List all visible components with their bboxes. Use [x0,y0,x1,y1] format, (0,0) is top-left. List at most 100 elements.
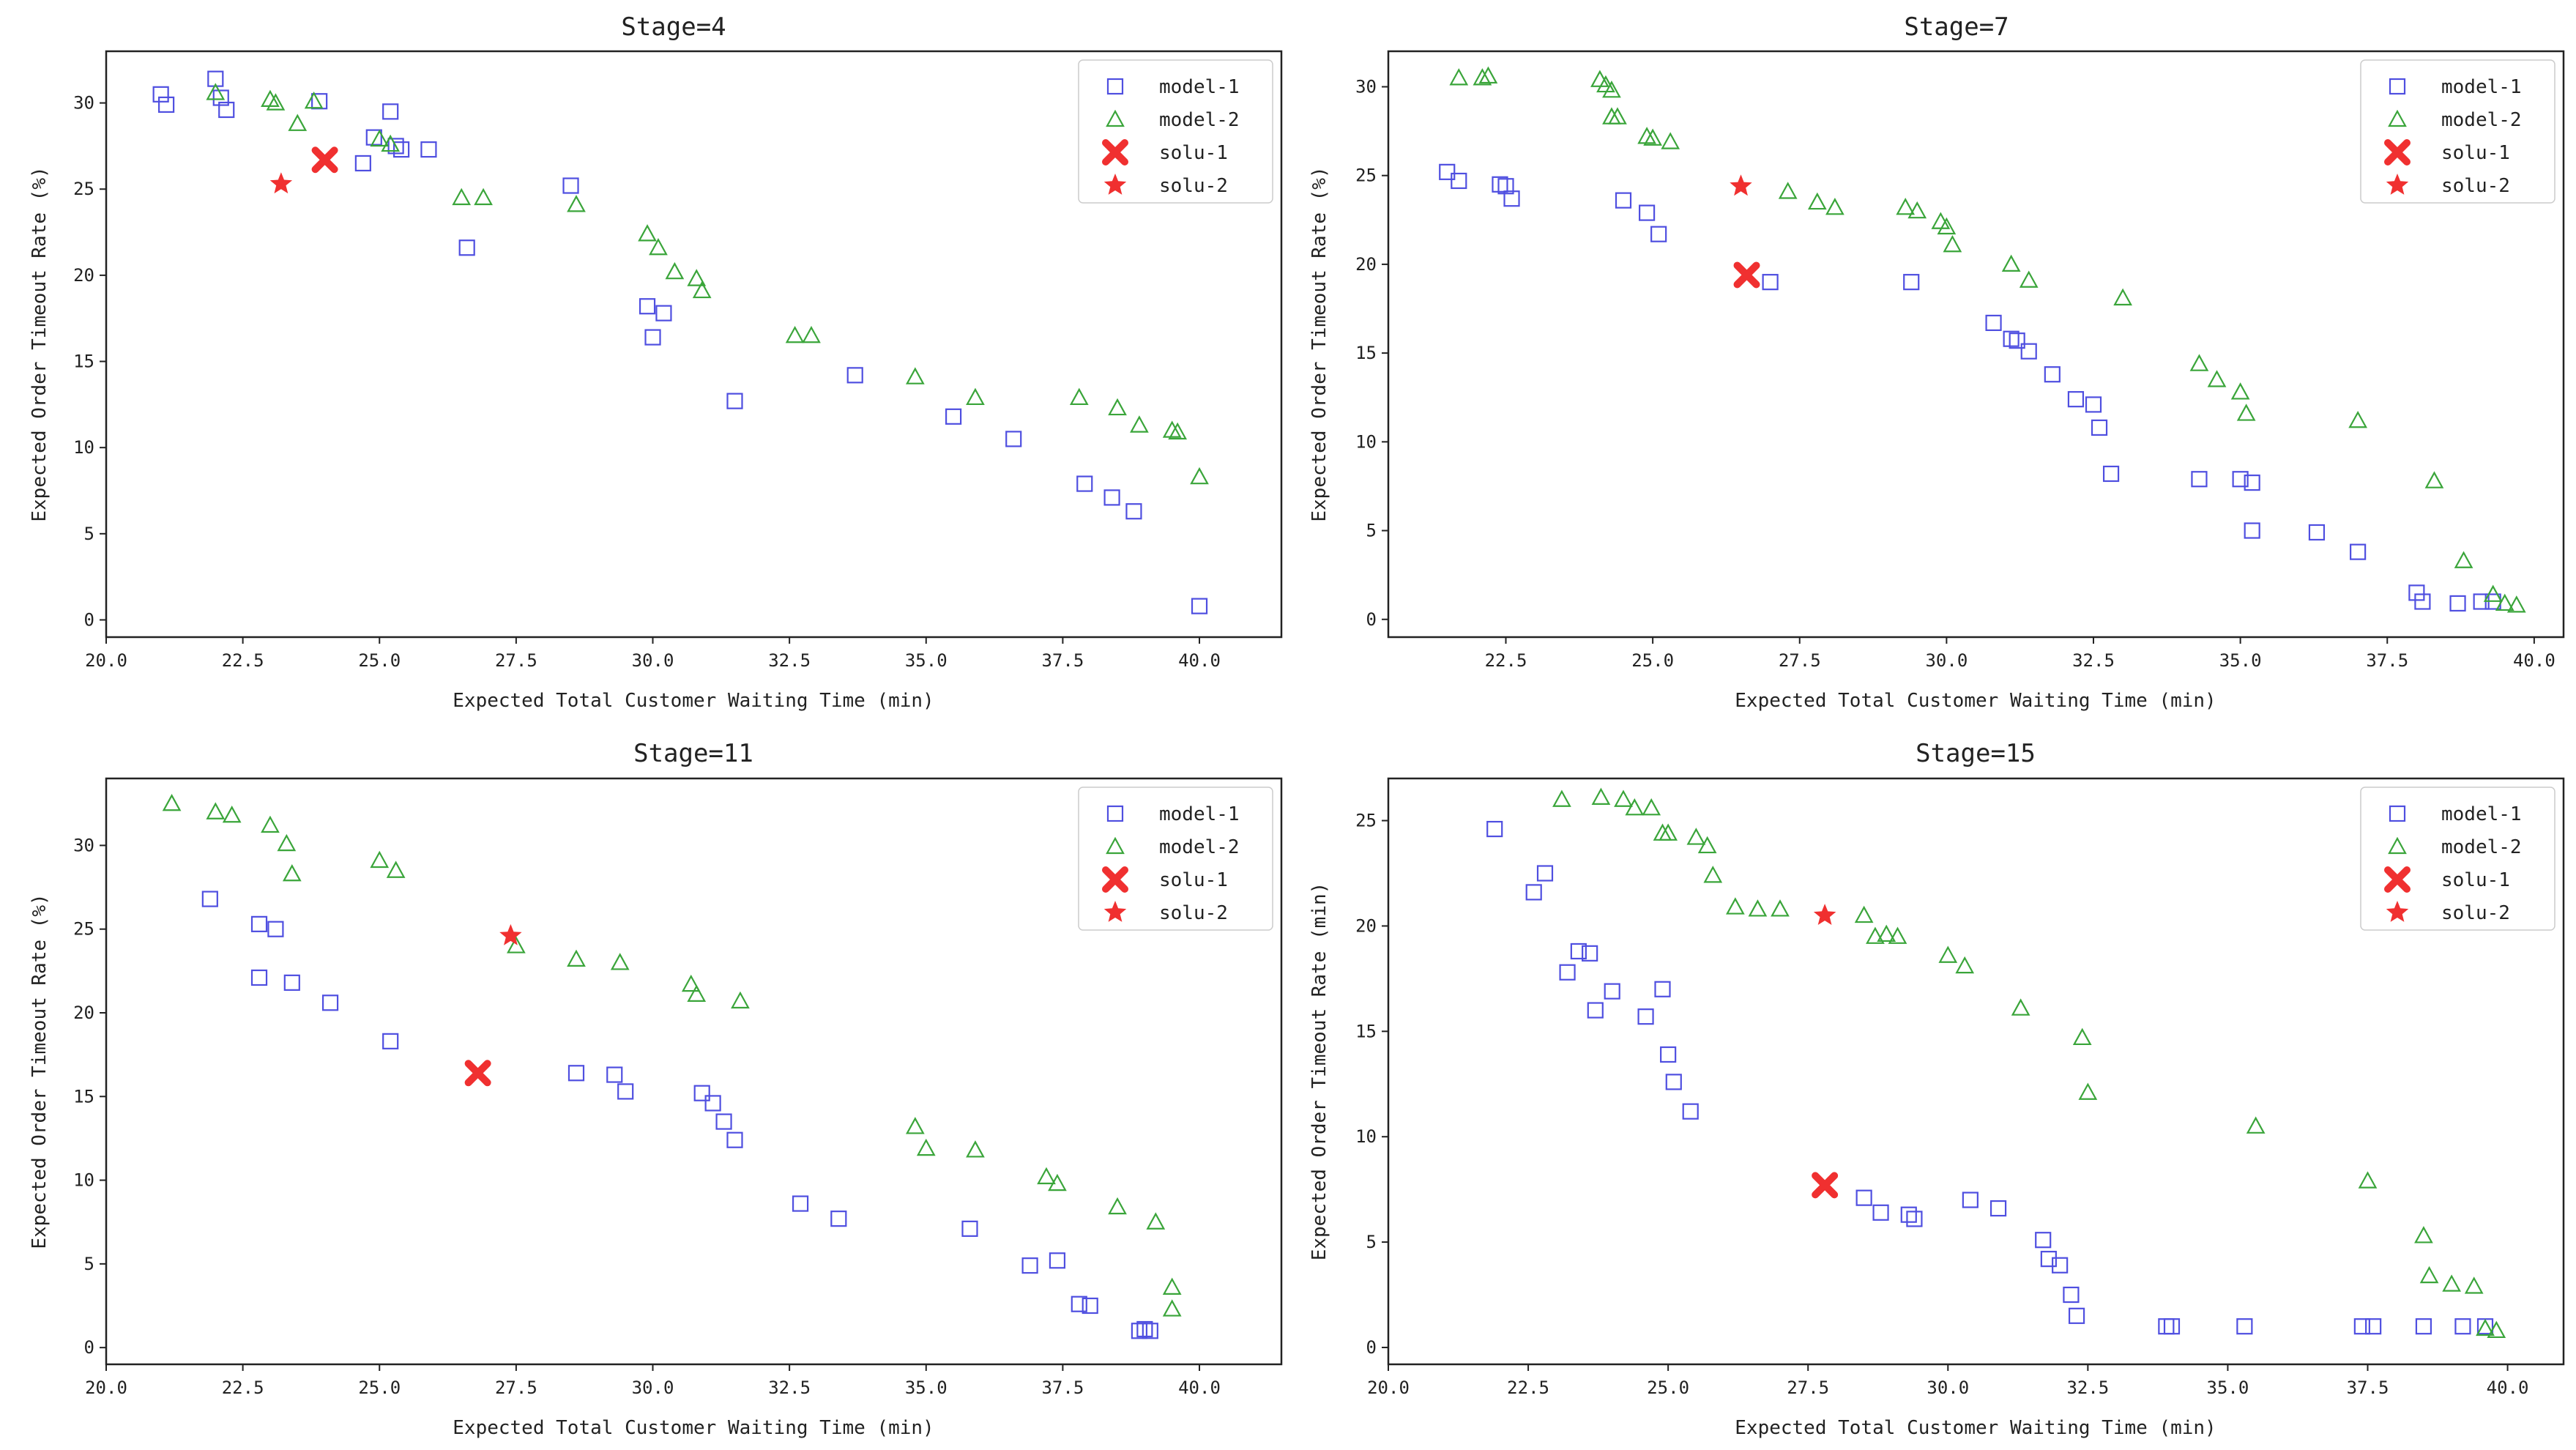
model-2-point [1108,398,1127,416]
legend-marker-solu-2 [2386,901,2409,922]
x-tick-label: 22.5 [1485,650,1527,671]
solu-1-point [1812,1172,1839,1199]
model-1-point [2067,391,2085,408]
model-2-point [1888,926,1907,944]
axis-ticks: 20.0 22.5 25.0 27.5 30.0 32.5 35.0 37.5 40.0 0 5 10… [73,93,1221,671]
model-2-point [370,850,390,869]
model-2-point [1162,420,1182,438]
model-2-point [1643,128,1662,146]
model-1-point [1650,226,1667,242]
model-1-point [354,155,371,172]
model-1-point [1049,1252,1066,1269]
model-2-point [282,864,302,882]
model-2-point [304,91,324,109]
y-tick-label: 0 [84,609,94,630]
x-tick-label: 27.5 [1787,1378,1829,1398]
model-2-point [261,815,280,833]
legend-marker-solu-2 [1103,174,1127,195]
model-1-point [158,96,175,114]
model-2-point [1069,387,1089,406]
model-1-point [1654,981,1671,997]
solu-1-point [1733,261,1760,289]
model-1-point [715,1113,732,1130]
solu-2-point [1813,904,1836,925]
model-1-point [693,1085,710,1101]
y-tick-label: 25 [1355,811,1377,831]
model-1-point [250,969,268,986]
model-1-point [1682,1103,1699,1120]
model-1-point [2414,593,2431,610]
model-2-point [1552,789,1571,807]
x-tick-label: 32.5 [768,1378,811,1398]
y-tick-label: 15 [1355,343,1377,363]
legend-marker-solu-1 [2384,866,2411,893]
model-2-point [1614,789,1633,807]
y-axis-label: Expected Order Timeout Rate (%) [29,893,51,1249]
model-2-point [1938,945,1958,963]
model-2-point [1130,415,1149,433]
model-1-point [726,1131,743,1148]
model-2-point [1637,127,1656,144]
y-tick-label: 5 [84,1254,94,1274]
model-1-point [2163,1318,2181,1335]
model-2-point [2487,1320,2506,1339]
model-2-point [2011,998,2030,1016]
legend-marker-solu-1 [1102,866,1128,893]
model-1-point [2102,465,2120,483]
model-2-point [2001,254,2021,272]
model-1-point [606,1066,623,1083]
model-1-point [2365,1318,2382,1335]
solu-1-point [311,146,338,174]
model-1-point [311,93,328,110]
model-1-point [562,177,579,194]
model-2-point [1943,234,1962,253]
x-tick-label: 27.5 [495,650,537,671]
model-1-point [2063,1286,2080,1304]
model-1-point [1639,204,1656,221]
model-2-point [266,93,286,111]
model-2-point [1686,828,1706,845]
model-1-point [1587,1002,1604,1019]
model-2-point [1037,1167,1056,1185]
x-tick-label: 20.0 [1367,1378,1410,1398]
model-1-point [2415,1318,2432,1335]
model-2-point [381,134,401,152]
model-1-point [1989,1200,2007,1217]
model-1-point [961,1220,978,1237]
x-axis-label: Expected Total Customer Waiting Time (mi… [453,690,934,712]
solu-2-point [1730,174,1752,196]
model-1-point [2236,1318,2253,1335]
legend-label: solu-1 [2441,142,2510,164]
model-2-point [1473,68,1492,86]
y-tick-label: 20 [1355,254,1377,275]
model-2-point [905,1117,925,1134]
x-tick-label: 25.0 [358,650,401,671]
y-tick-label: 25 [73,179,94,199]
y-axis-label: Expected Order Timeout Rate (%) [1309,166,1330,521]
model-2-point [2207,370,2227,387]
model-2-point [1168,422,1188,440]
model-2-point [966,387,985,406]
model-2-point [2483,584,2503,602]
model-1-point [201,891,218,907]
model-2-point [1771,899,1790,917]
x-tick-label: 35.0 [2219,650,2262,671]
model-1-point [2449,595,2466,612]
x-tick-label: 25.0 [1631,650,1674,671]
x-tick-label: 40.0 [1178,650,1221,671]
y-tick-label: 0 [84,1337,94,1358]
model-1-point [1536,865,1554,882]
model-2-point [2419,1265,2439,1284]
model-2-point [2348,410,2367,428]
model-2-point [2476,1318,2495,1336]
legend-box [2360,59,2555,204]
subplot-title: Stage=7 [1904,12,2009,42]
model-2-point [1825,198,1844,215]
y-tick-label: 0 [1366,609,1377,630]
x-tick-label: 20.0 [85,1378,127,1398]
legend-box [2360,787,2555,931]
model-1-point [1191,598,1208,614]
model-1-point [382,1033,399,1049]
model-1-point [1071,1295,1087,1312]
